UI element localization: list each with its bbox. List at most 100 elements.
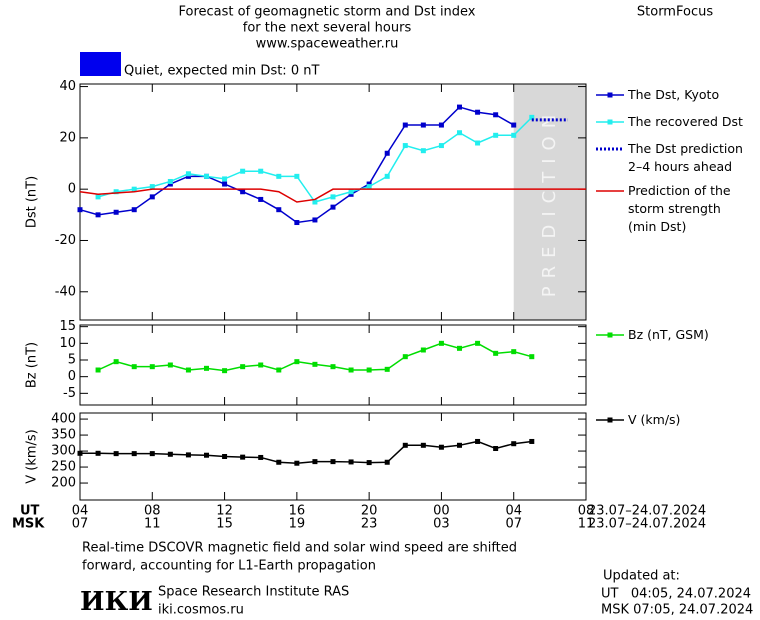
point <box>529 438 535 444</box>
point <box>294 173 300 179</box>
y-tick-label: -20 <box>55 233 76 248</box>
logo: ИКИ <box>80 587 153 617</box>
point <box>77 450 83 456</box>
point <box>330 204 336 210</box>
point <box>384 459 390 465</box>
point <box>149 364 155 370</box>
y-axis-label: V (km/s) <box>25 429 40 484</box>
point <box>167 181 173 187</box>
point <box>438 444 444 450</box>
x-tick-label: 20 <box>361 504 378 519</box>
point <box>77 207 83 213</box>
y-axis-label: Dst (nT) <box>25 176 40 228</box>
point <box>330 459 336 465</box>
point <box>276 459 282 465</box>
legend-label: The Dst prediction 2–4 hours ahead <box>628 141 743 174</box>
y-tick-label: 350 <box>51 428 76 443</box>
point <box>366 460 372 466</box>
date-range: 23.07–24.07.2024 <box>588 504 706 519</box>
point <box>420 122 426 128</box>
point <box>366 367 372 373</box>
x-tick-label-msk: 07 <box>72 517 89 532</box>
x-tick-label: 04 <box>72 504 89 519</box>
point <box>149 451 155 457</box>
point <box>493 446 499 452</box>
point <box>113 189 119 195</box>
panel-frame <box>79 324 587 406</box>
updated-ut: UT 04:05, 24.07.2024 <box>601 587 751 602</box>
point <box>420 347 426 353</box>
legend-label: Bz (nT, GSM) <box>628 327 709 342</box>
point <box>330 194 336 200</box>
point <box>294 359 300 365</box>
point <box>204 173 209 179</box>
point <box>204 365 209 371</box>
point <box>475 140 481 146</box>
point <box>113 359 119 365</box>
point <box>402 442 408 448</box>
point <box>113 451 119 457</box>
point <box>294 220 300 226</box>
y-axis-label: Bz (nT) <box>25 342 40 388</box>
point <box>457 345 462 351</box>
y-tick-label: 0 <box>68 369 76 384</box>
y-tick-label: 5 <box>68 353 76 368</box>
point <box>402 122 408 128</box>
title: Forecast of geomagnetic storm and Dst in… <box>178 5 475 20</box>
x-tick-label-msk: 11 <box>578 517 595 532</box>
point <box>475 109 481 115</box>
y-tick-label: 10 <box>59 336 76 351</box>
point <box>475 438 481 444</box>
point <box>529 354 535 360</box>
legend-label: Prediction of the storm strength (min Ds… <box>628 183 731 234</box>
point <box>149 184 155 190</box>
y-tick-label: 40 <box>59 79 76 94</box>
y-tick-label: 400 <box>51 412 76 427</box>
point <box>204 452 209 458</box>
legend-label: V (km/s) <box>628 412 681 427</box>
point <box>402 354 408 360</box>
point <box>438 122 444 128</box>
point <box>167 178 173 184</box>
x-tick-label: 08 <box>144 504 161 519</box>
point <box>276 173 282 179</box>
panel-frame <box>79 412 587 501</box>
point <box>438 143 444 149</box>
point <box>276 367 282 373</box>
legend-marker <box>607 332 613 338</box>
panel-frame <box>79 83 587 321</box>
updated-title: Updated at: <box>603 569 680 584</box>
point <box>95 194 101 200</box>
point <box>185 367 191 373</box>
y-tick-label: 300 <box>51 444 76 459</box>
point <box>511 122 517 128</box>
point <box>185 171 191 177</box>
point <box>167 451 173 457</box>
prediction-label: PREDICTION <box>539 107 560 297</box>
point <box>131 451 137 457</box>
point <box>312 217 318 223</box>
title: www.spaceweather.ru <box>256 37 399 52</box>
point <box>167 362 173 368</box>
point <box>95 212 101 218</box>
x-tick-label-msk: 23 <box>361 517 378 532</box>
y-tick-label: 20 <box>59 130 76 145</box>
x-tick-label-msk: 11 <box>144 517 161 532</box>
legend-label: The Dst, Kyoto <box>628 87 720 102</box>
point <box>95 450 101 456</box>
point <box>348 367 354 373</box>
point <box>240 454 246 460</box>
point <box>511 349 517 355</box>
y-tick-label: 250 <box>51 460 76 475</box>
point <box>348 189 354 195</box>
point <box>384 173 390 179</box>
point <box>312 459 318 465</box>
point <box>222 176 228 182</box>
point <box>529 114 535 120</box>
brand: StormFocus <box>637 5 713 20</box>
point <box>420 148 426 154</box>
institute: Space Research Institute RAS <box>158 585 349 600</box>
point <box>258 168 264 174</box>
point <box>294 460 300 466</box>
